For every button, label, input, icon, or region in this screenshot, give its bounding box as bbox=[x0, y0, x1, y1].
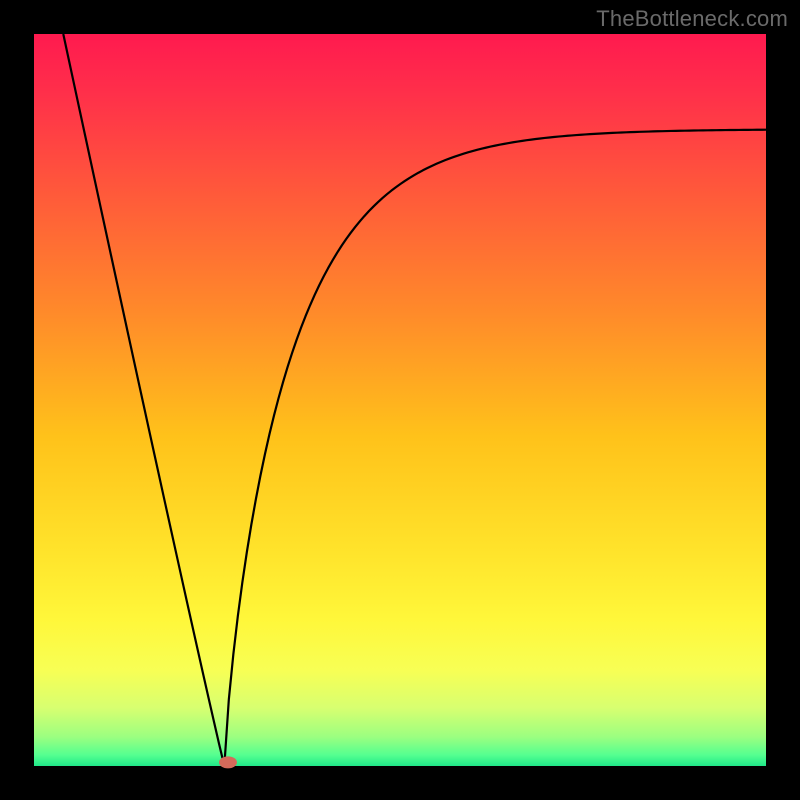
chart-svg bbox=[0, 0, 800, 800]
plot-background bbox=[34, 34, 766, 766]
bottleneck-chart: TheBottleneck.com bbox=[0, 0, 800, 800]
watermark-text: TheBottleneck.com bbox=[596, 6, 788, 32]
min-marker bbox=[219, 756, 237, 768]
